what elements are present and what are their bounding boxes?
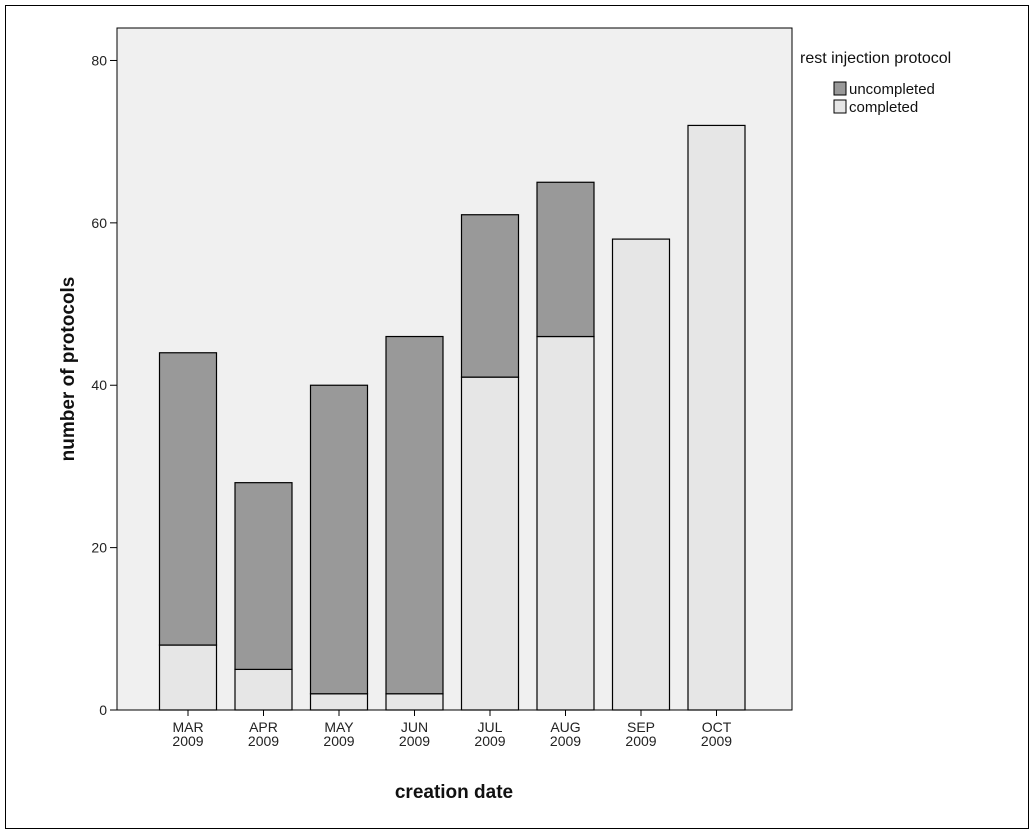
x-tick-label: JUN 2009 [399,719,430,749]
bar-completed [385,693,444,711]
x-tick-month: MAY [324,719,354,735]
bars-group [158,124,746,711]
bar-uncompleted [158,352,218,646]
legend-label-completed: completed [849,99,918,116]
y-tick-label: 20 [91,540,107,556]
bar-completed [687,124,746,711]
x-tick-year: 2009 [550,733,581,749]
x-tick-year: 2009 [399,733,430,749]
x-tick-label: SEP 2009 [625,719,656,749]
legend-title: rest injection protocol [800,50,951,67]
x-tick-label: APR 2009 [248,719,279,749]
legend-label-uncompleted: uncompleted [849,81,935,98]
x-tick-label: MAR 2009 [172,719,203,749]
bar-completed [611,238,671,711]
y-axis-title: number of protocols [58,277,79,462]
x-tick-year: 2009 [625,733,656,749]
legend-swatch-uncompleted [833,81,847,96]
y-axis: 0 20 40 60 80 [91,52,117,718]
x-tick-year: 2009 [248,733,279,749]
bar-completed [309,693,369,711]
x-tick-year: 2009 [323,733,354,749]
plot-area [116,27,793,711]
bar-completed [536,335,595,711]
x-tick-month: APR [249,719,278,735]
y-tick-label: 0 [99,702,107,718]
x-tick-month: SEP [627,719,655,735]
x-tick-month: OCT [702,719,732,735]
x-tick-month: MAR [172,719,203,735]
bar-uncompleted [234,482,293,671]
y-tick-label: 60 [91,215,107,231]
legend-swatch-completed [833,99,847,114]
x-tick-label: AUG 2009 [550,719,581,749]
x-tick-year: 2009 [474,733,505,749]
x-tick-month: JUL [478,719,503,735]
x-tick-label: JUL 2009 [474,719,505,749]
chart-frame: 0 20 40 60 80 MAR 2009 APR 2009 MAY 2009 JUN 2009 JU… [5,5,1029,829]
x-axis-title: creation date [395,782,513,803]
bar-uncompleted [309,384,369,695]
bar-uncompleted [385,335,444,695]
bar-completed [234,668,293,711]
y-tick-label: 40 [91,377,107,393]
legend: rest injection protocol uncompletedcompl… [800,50,951,116]
bar-completed [460,376,520,711]
bar-completed [158,644,218,711]
x-tick-label: OCT 2009 [701,719,732,749]
x-tick-month: AUG [550,719,580,735]
x-tick-year: 2009 [701,733,732,749]
bar-uncompleted [460,214,520,378]
x-tick-label: MAY 2009 [323,719,354,749]
x-tick-month: JUN [401,719,428,735]
x-tick-year: 2009 [172,733,203,749]
bar-uncompleted [536,181,595,338]
y-tick-label: 80 [91,52,107,68]
